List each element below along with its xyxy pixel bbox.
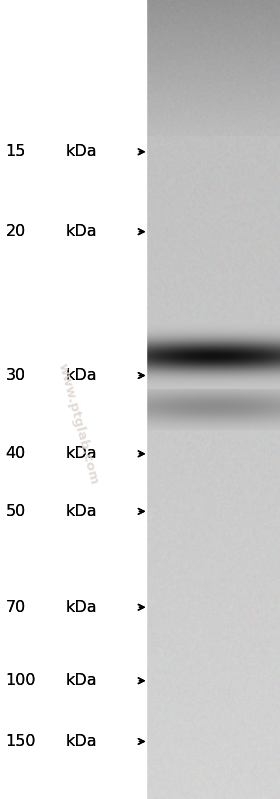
- Text: kDa: kDa: [66, 368, 97, 383]
- Text: kDa: kDa: [66, 225, 97, 239]
- Text: 70: 70: [6, 600, 26, 614]
- Text: kDa: kDa: [66, 674, 97, 688]
- Text: 50: 50: [6, 504, 26, 519]
- Text: kDa: kDa: [66, 447, 97, 461]
- Text: kDa: kDa: [66, 674, 97, 688]
- Text: kDa: kDa: [66, 447, 97, 461]
- Text: kDa: kDa: [66, 145, 97, 159]
- Text: kDa: kDa: [66, 368, 97, 383]
- Text: kDa: kDa: [66, 504, 97, 519]
- Text: kDa: kDa: [66, 734, 97, 749]
- Text: 15: 15: [6, 145, 26, 159]
- Text: 40: 40: [6, 447, 26, 461]
- Text: 30: 30: [6, 368, 26, 383]
- Bar: [0, 0, 146, 799]
- Text: 150: 150: [6, 734, 36, 749]
- Text: 20: 20: [6, 225, 26, 239]
- Text: 20: 20: [6, 225, 26, 239]
- Text: www.ptglab.com: www.ptglab.com: [56, 361, 101, 486]
- Text: www.ptglab.com: www.ptglab.com: [56, 361, 101, 486]
- Text: kDa: kDa: [66, 225, 97, 239]
- Text: kDa: kDa: [66, 504, 97, 519]
- Text: 40: 40: [6, 447, 26, 461]
- Text: 100: 100: [6, 674, 36, 688]
- Text: 15: 15: [6, 145, 26, 159]
- Text: kDa: kDa: [66, 145, 97, 159]
- Text: kDa: kDa: [66, 600, 97, 614]
- Text: kDa: kDa: [66, 600, 97, 614]
- Text: 30: 30: [6, 368, 26, 383]
- Text: 50: 50: [6, 504, 26, 519]
- Text: kDa: kDa: [66, 734, 97, 749]
- Text: 150: 150: [6, 734, 36, 749]
- Text: 100: 100: [6, 674, 36, 688]
- Text: 70: 70: [6, 600, 26, 614]
